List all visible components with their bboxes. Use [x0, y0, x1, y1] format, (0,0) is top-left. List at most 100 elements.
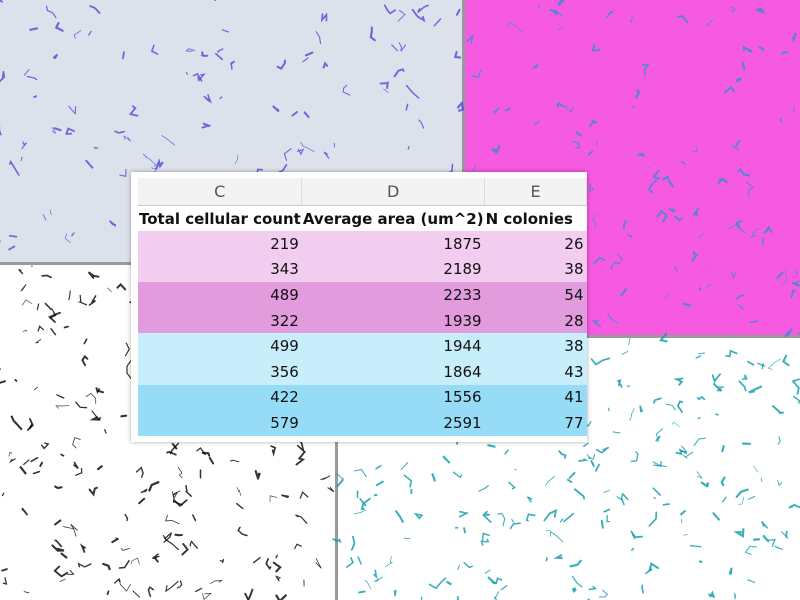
speck — [138, 497, 146, 505]
speck — [299, 491, 309, 499]
speck — [720, 476, 726, 487]
speck — [557, 26, 563, 31]
speck — [549, 530, 564, 543]
speck — [391, 44, 399, 52]
speck — [742, 45, 753, 52]
speck — [575, 131, 582, 137]
speck — [0, 71, 6, 83]
speck — [195, 587, 203, 593]
speck — [700, 481, 710, 488]
speck — [583, 442, 589, 448]
speck — [795, 282, 799, 285]
speck — [336, 479, 344, 488]
speck — [22, 329, 28, 333]
speck — [671, 421, 680, 428]
speck — [616, 379, 623, 388]
speck — [272, 105, 280, 113]
speck — [418, 119, 425, 129]
speck — [373, 576, 383, 582]
speck — [64, 233, 71, 243]
speck — [696, 395, 706, 401]
speck — [777, 436, 781, 445]
speck — [772, 405, 784, 414]
speck — [79, 543, 86, 553]
speck — [617, 253, 623, 261]
data-cell: 2189 — [443, 260, 482, 279]
speck — [296, 148, 305, 156]
speck — [275, 554, 278, 559]
speck — [721, 445, 725, 453]
speck — [357, 556, 362, 565]
speck — [607, 313, 618, 324]
speck — [553, 554, 563, 560]
speck — [111, 537, 119, 544]
speck — [563, 512, 574, 523]
speck — [603, 490, 611, 493]
speck — [128, 105, 139, 117]
speck — [733, 592, 737, 600]
speck — [407, 145, 410, 150]
header-cell: Average area (um^2) — [302, 209, 484, 228]
data-cell: 28 — [564, 311, 584, 330]
speck — [55, 405, 70, 409]
speck — [413, 512, 423, 520]
speck — [790, 289, 796, 299]
speck — [77, 294, 88, 306]
speck — [150, 44, 159, 55]
speck — [41, 274, 52, 279]
speck — [155, 158, 164, 170]
speck — [745, 181, 754, 198]
speck — [616, 496, 623, 501]
speck — [676, 15, 689, 24]
speck — [275, 575, 280, 582]
speck — [755, 7, 767, 15]
data-cell: 2233 — [443, 285, 482, 304]
speck — [747, 495, 756, 500]
speck — [452, 471, 463, 479]
speck — [735, 77, 743, 83]
speck — [631, 547, 635, 551]
speck — [641, 63, 650, 77]
speck — [68, 290, 71, 301]
speck — [715, 413, 719, 416]
speck — [549, 9, 558, 16]
speck — [571, 140, 581, 149]
speck — [85, 159, 94, 169]
speck — [395, 510, 404, 523]
speck — [674, 266, 678, 273]
speck — [219, 558, 225, 564]
speck — [728, 567, 733, 575]
column-letter: D — [301, 178, 486, 206]
speck — [681, 161, 686, 165]
speck — [478, 485, 489, 492]
speck — [315, 31, 322, 45]
speck — [491, 577, 503, 585]
speck — [749, 320, 759, 324]
speck — [673, 377, 684, 386]
speck — [698, 287, 702, 291]
speck — [63, 325, 69, 329]
speck — [230, 60, 236, 70]
speck — [350, 535, 356, 551]
speck — [761, 363, 764, 370]
speck — [676, 400, 684, 413]
speck — [568, 471, 576, 479]
speck — [639, 405, 644, 413]
speck — [417, 4, 429, 13]
speck — [124, 513, 129, 522]
speck — [793, 280, 800, 284]
speck — [85, 392, 97, 405]
speck — [102, 562, 111, 571]
speck — [680, 445, 688, 453]
speck — [532, 63, 539, 70]
speck — [323, 151, 330, 159]
speck — [537, 4, 540, 9]
speck — [75, 401, 88, 409]
speck — [148, 157, 157, 167]
speck — [758, 46, 765, 52]
speck — [135, 466, 144, 478]
data-cell: 43 — [564, 362, 584, 381]
speck — [236, 502, 244, 510]
speck — [393, 589, 397, 597]
speck — [587, 150, 594, 156]
